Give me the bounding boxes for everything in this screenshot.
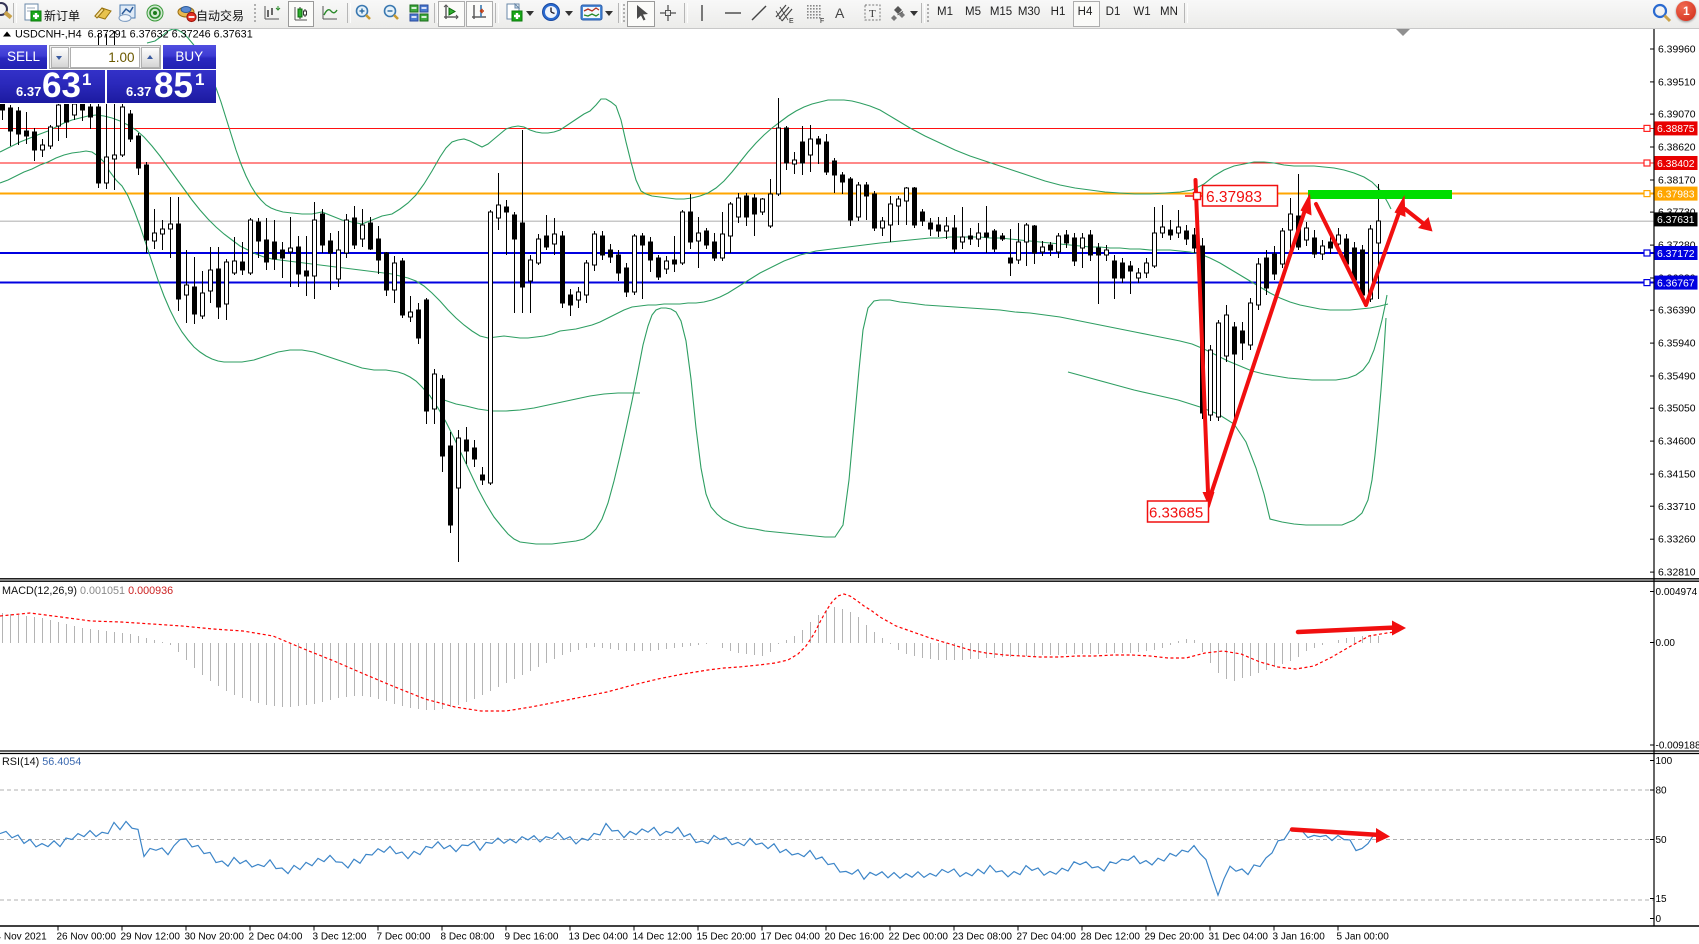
- svg-text:24 Nov 2021: 24 Nov 2021: [0, 931, 47, 942]
- svg-text:8 Dec 08:00: 8 Dec 08:00: [441, 931, 495, 942]
- svg-text:RSI(14) 56.4054: RSI(14) 56.4054: [2, 756, 81, 768]
- svg-text:26 Nov 00:00: 26 Nov 00:00: [57, 931, 117, 942]
- svg-text:30 Nov 20:00: 30 Nov 20:00: [185, 931, 245, 942]
- svg-text:6.38620: 6.38620: [1658, 143, 1696, 154]
- svg-text:13 Dec 04:00: 13 Dec 04:00: [569, 931, 629, 942]
- svg-text:6.38170: 6.38170: [1658, 176, 1696, 187]
- svg-text:29 Dec 20:00: 29 Dec 20:00: [1145, 931, 1205, 942]
- svg-text:6.35490: 6.35490: [1658, 372, 1696, 383]
- svg-text:15 Dec 20:00: 15 Dec 20:00: [697, 931, 757, 942]
- svg-text:20 Dec 16:00: 20 Dec 16:00: [825, 931, 885, 942]
- svg-text:6.39960: 6.39960: [1658, 45, 1696, 56]
- svg-text:0.00: 0.00: [1656, 638, 1676, 649]
- svg-text:80: 80: [1656, 786, 1668, 797]
- svg-text:F: F: [820, 18, 824, 25]
- svg-text:14 Dec 12:00: 14 Dec 12:00: [633, 931, 693, 942]
- svg-text:31 Dec 04:00: 31 Dec 04:00: [1209, 931, 1269, 942]
- svg-text:5 Jan 00:00: 5 Jan 00:00: [1337, 931, 1390, 942]
- svg-text:6.38875: 6.38875: [1657, 124, 1695, 135]
- svg-text:6.35050: 6.35050: [1658, 404, 1696, 415]
- svg-text:6.37172: 6.37172: [1657, 249, 1695, 260]
- svg-text:23 Dec 08:00: 23 Dec 08:00: [953, 931, 1013, 942]
- svg-text:6.36767: 6.36767: [1657, 278, 1695, 289]
- svg-text:0.004974: 0.004974: [1656, 587, 1698, 598]
- svg-text:7 Dec 00:00: 7 Dec 00:00: [377, 931, 431, 942]
- svg-text:MACD(12,26,9) 0.001051 0.00093: MACD(12,26,9) 0.001051 0.000936: [2, 585, 173, 597]
- svg-text:T: T: [869, 8, 876, 20]
- svg-text:E: E: [789, 18, 794, 25]
- svg-text:6.37631: 6.37631: [1657, 215, 1695, 226]
- svg-text:6.37983: 6.37983: [1657, 189, 1695, 200]
- svg-text:0: 0: [1656, 914, 1662, 925]
- svg-text:6.34150: 6.34150: [1658, 470, 1696, 481]
- svg-text:6.39070: 6.39070: [1658, 110, 1696, 121]
- svg-text:3 Jan 16:00: 3 Jan 16:00: [1273, 931, 1326, 942]
- svg-text:6.38402: 6.38402: [1657, 159, 1695, 170]
- svg-text:15: 15: [1656, 894, 1668, 905]
- svg-text:28 Dec 12:00: 28 Dec 12:00: [1081, 931, 1141, 942]
- svg-text:-0.009188: -0.009188: [1656, 741, 1699, 752]
- svg-text:6.33685: 6.33685: [1149, 505, 1203, 522]
- svg-text:6.36390: 6.36390: [1658, 306, 1696, 317]
- svg-text:6.33710: 6.33710: [1658, 502, 1696, 513]
- svg-text:6.37983: 6.37983: [1206, 189, 1262, 206]
- svg-text:6.32810: 6.32810: [1658, 568, 1696, 579]
- svg-text:6.35940: 6.35940: [1658, 339, 1696, 350]
- svg-text:27 Dec 04:00: 27 Dec 04:00: [1017, 931, 1077, 942]
- svg-text:6.33260: 6.33260: [1658, 535, 1696, 546]
- svg-text:USDCNH-,H4 6.37291 6.37632 6.: USDCNH-,H4 6.37291 6.37632 6.37246 6.376…: [15, 29, 253, 41]
- svg-text:17 Dec 04:00: 17 Dec 04:00: [761, 931, 821, 942]
- svg-text:6.39510: 6.39510: [1658, 77, 1696, 88]
- svg-text:100: 100: [1656, 756, 1673, 767]
- svg-text:3 Dec 12:00: 3 Dec 12:00: [313, 931, 367, 942]
- svg-text:29 Nov 12:00: 29 Nov 12:00: [121, 931, 181, 942]
- svg-text:9 Dec 16:00: 9 Dec 16:00: [505, 931, 559, 942]
- svg-text:6.34600: 6.34600: [1658, 437, 1696, 448]
- svg-text:50: 50: [1656, 835, 1668, 846]
- svg-text:2 Dec 04:00: 2 Dec 04:00: [249, 931, 303, 942]
- svg-text:22 Dec 00:00: 22 Dec 00:00: [889, 931, 949, 942]
